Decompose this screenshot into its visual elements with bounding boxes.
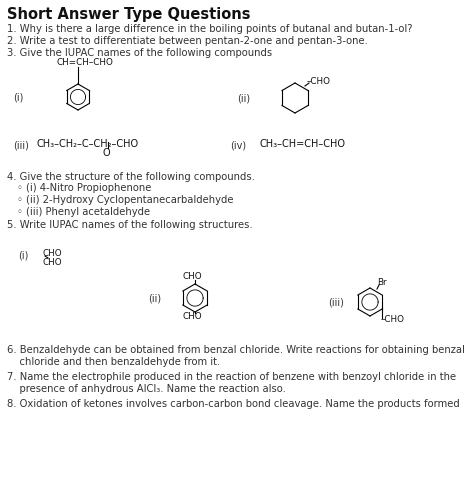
Text: 1. Why is there a large difference in the boiling points of butanal and butan-1-: 1. Why is there a large difference in th… [7, 24, 412, 34]
Text: –CHO: –CHO [307, 77, 331, 86]
Text: (ii): (ii) [237, 93, 250, 103]
Text: 4. Give the structure of the following compounds.: 4. Give the structure of the following c… [7, 172, 255, 182]
Text: CHO: CHO [43, 249, 63, 258]
Text: CH₃–CH₂–C–CH₂–CHO: CH₃–CH₂–C–CH₂–CHO [37, 139, 139, 149]
Text: (i): (i) [13, 92, 23, 102]
Text: CH₃–CH=CH–CHO: CH₃–CH=CH–CHO [260, 139, 346, 149]
Text: chloride and then benzaldehyde from it.: chloride and then benzaldehyde from it. [7, 357, 220, 367]
Text: 6. Benzaldehyde can be obtained from benzal chloride. Write reactions for obtain: 6. Benzaldehyde can be obtained from ben… [7, 345, 465, 355]
Text: (iv): (iv) [230, 140, 246, 150]
Text: 5. Write IUPAC names of the following structures.: 5. Write IUPAC names of the following st… [7, 220, 253, 230]
Text: ◦ (i) 4-Nitro Propiophenone: ◦ (i) 4-Nitro Propiophenone [17, 183, 151, 193]
Text: (ii): (ii) [148, 293, 161, 303]
Text: Br: Br [377, 278, 387, 287]
Text: 7. Name the electrophile produced in the reaction of benzene with benzoyl chlori: 7. Name the electrophile produced in the… [7, 372, 456, 382]
Text: CHO: CHO [183, 272, 202, 281]
Text: ◦ (ii) 2-Hydroxy Cyclopentanecarbaldehyde: ◦ (ii) 2-Hydroxy Cyclopentanecarbaldehyd… [17, 195, 234, 205]
Text: (iii): (iii) [328, 297, 344, 307]
Text: presence of anhydrous AlCl₃. Name the reaction also.: presence of anhydrous AlCl₃. Name the re… [7, 384, 286, 394]
Text: Short Answer Type Questions: Short Answer Type Questions [7, 7, 250, 22]
Text: O: O [103, 148, 110, 158]
Text: 3. Give the IUPAC names of the following compounds: 3. Give the IUPAC names of the following… [7, 48, 272, 58]
Text: ◦ (iii) Phenyl acetaldehyde: ◦ (iii) Phenyl acetaldehyde [17, 207, 150, 217]
Text: –CHO: –CHO [381, 315, 405, 324]
Text: (i): (i) [18, 250, 28, 260]
Text: CH=CH–CHO: CH=CH–CHO [57, 58, 114, 67]
Text: 2. Write a test to differentiate between pentan-2-one and pentan-3-one.: 2. Write a test to differentiate between… [7, 36, 368, 46]
Text: (iii): (iii) [13, 140, 29, 150]
Text: CHO: CHO [183, 312, 202, 321]
Text: CHO: CHO [43, 258, 63, 267]
Text: 8. Oxidation of ketones involves carbon-carbon bond cleavage. Name the products : 8. Oxidation of ketones involves carbon-… [7, 399, 460, 409]
